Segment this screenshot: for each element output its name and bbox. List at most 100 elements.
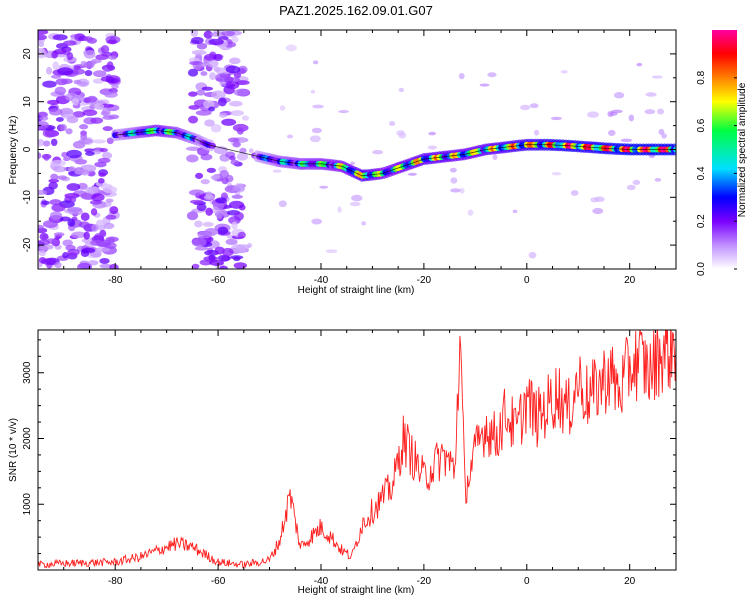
spectrogram-noise-cell bbox=[209, 259, 225, 266]
spectrogram-noise-cell bbox=[311, 127, 323, 134]
spectrogram-noise-cell bbox=[592, 207, 604, 215]
spectrogram-noise-cell bbox=[272, 169, 282, 173]
spectrogram-noise-cell bbox=[48, 181, 58, 190]
spectrogram-noise-cell bbox=[230, 244, 247, 254]
spectrogram-noise-cell bbox=[350, 161, 355, 165]
colorbar-gradient bbox=[712, 30, 737, 269]
spectrogram-noise-cell bbox=[191, 50, 207, 55]
spectrogram-noise-cell bbox=[467, 209, 474, 216]
spectrogram-noise-cell bbox=[99, 258, 110, 265]
spectrogram-noise-cell bbox=[38, 224, 44, 230]
spectrogram-noise-cell bbox=[49, 199, 62, 206]
spectrogram-noise-cell bbox=[66, 149, 82, 159]
spectrogram-noise-cell bbox=[108, 55, 117, 60]
spectrogram-noise-cell bbox=[59, 216, 71, 222]
spectrogram-noise-cell bbox=[66, 183, 81, 191]
spectrogram-noise-cell bbox=[636, 62, 643, 67]
spectrogram-noise-cell bbox=[42, 129, 56, 138]
spectrogram-noise-cell bbox=[38, 152, 42, 160]
spectrogram-noise-cell bbox=[87, 95, 98, 103]
spectrogram-noise-cell bbox=[204, 119, 215, 127]
spectrogram-noise-cell bbox=[97, 178, 105, 184]
snr-ytick-label: 2000 bbox=[22, 427, 33, 450]
spectrogram-xlabel: Height of straight line (km) bbox=[298, 285, 415, 296]
spectrogram-noise-cell bbox=[449, 167, 457, 173]
spectrogram-noise-cell bbox=[208, 38, 224, 46]
spectrogram-noise-cell bbox=[205, 191, 213, 199]
spectrogram-noise-cell bbox=[590, 197, 599, 203]
spectrogram-noise-cell bbox=[91, 139, 107, 144]
spectrogram-noise-cell bbox=[238, 204, 246, 211]
colorbar-tick-label: 0.8 bbox=[696, 70, 707, 84]
snr-xtick-label: 0 bbox=[524, 576, 530, 587]
spectrogram-noise-cell bbox=[529, 103, 539, 109]
spectrogram-noise-cell bbox=[100, 45, 110, 54]
spectrogram-noise-cell bbox=[194, 246, 209, 251]
spectrogram-noise-cell bbox=[38, 30, 49, 35]
spectrogram-noise-cell bbox=[211, 90, 226, 100]
spectrogram-noise-cell bbox=[278, 200, 287, 208]
spectrogram-noise-cell bbox=[233, 72, 242, 79]
spectrogram-noise-cell bbox=[450, 188, 462, 193]
spectrogram-xtick-label: 0 bbox=[524, 275, 530, 286]
spectrogram-noise-cell bbox=[85, 151, 95, 156]
spectrogram-noise-cell bbox=[79, 81, 88, 86]
spectrogram-noise-cell bbox=[570, 190, 579, 196]
spectrogram-noise-cell bbox=[225, 65, 241, 74]
spectrogram-noise-cell bbox=[229, 100, 243, 107]
spectrogram-noise-cell bbox=[661, 133, 667, 139]
spectrogram-noise-cell bbox=[200, 178, 210, 185]
snr-panel: -80 -60 -40 -20 0 20 1000 2000 3000 Height of s… bbox=[8, 329, 677, 596]
spectrogram-noise-cell bbox=[106, 61, 114, 71]
spectrogram-noise-cell bbox=[93, 70, 107, 78]
spectrogram-noise-cell bbox=[620, 138, 633, 143]
figure-title: PAZ1.2025.162.09.01.G07 bbox=[279, 3, 433, 18]
spectrogram-noise-cell bbox=[479, 83, 490, 87]
spectrogram-noise-cell bbox=[52, 61, 59, 70]
spectrogram-noise-cell bbox=[217, 226, 229, 235]
spectrogram-noise-cell bbox=[644, 109, 656, 115]
spectrogram-noise-cell bbox=[310, 89, 316, 94]
spectrogram-xtick-label: -40 bbox=[314, 275, 329, 286]
spectrogram-noise-cell bbox=[94, 247, 111, 253]
spectrogram-noise-cell bbox=[66, 206, 83, 213]
spectrogram-noise-cell bbox=[104, 91, 118, 98]
spectrogram-noise-cell bbox=[233, 256, 241, 262]
spectrogram-noise-cell bbox=[80, 212, 90, 222]
spectrogram-noise-cell bbox=[607, 110, 614, 118]
spectrogram-noise-cell bbox=[38, 120, 49, 130]
spectrogram-noise-cell bbox=[286, 134, 294, 139]
spectrogram-noise-cell bbox=[49, 211, 63, 220]
spectrogram-noise-cell bbox=[106, 137, 114, 145]
spectrogram-noise-cell bbox=[83, 61, 95, 69]
spectrogram-noise-cell bbox=[230, 159, 239, 165]
spectrogram-noise-cell bbox=[512, 209, 518, 214]
spectrogram-noise-cell bbox=[72, 111, 86, 118]
spectrogram-noise-cell bbox=[186, 154, 199, 163]
spectrogram-noise-cell bbox=[221, 177, 229, 185]
spectrogram-noise-cell bbox=[67, 218, 76, 227]
spectrogram-noise-cell bbox=[428, 131, 436, 136]
spectrogram-noise-cell bbox=[50, 173, 59, 181]
colorbar-tick-label: 0.6 bbox=[696, 118, 707, 132]
spectrogram-noise-cell bbox=[106, 39, 118, 45]
spectrogram-ytick-label: 10 bbox=[22, 96, 33, 108]
spectrogram-noise-cell bbox=[241, 115, 250, 121]
snr-xtick-label: -80 bbox=[108, 576, 123, 587]
spectrogram-noise-cell bbox=[205, 207, 213, 216]
spectrogram-noise-cell bbox=[85, 186, 99, 194]
spectrogram-noise-cell bbox=[218, 97, 227, 107]
spectrogram-noise-cell bbox=[39, 232, 49, 241]
spectrogram-noise-cell bbox=[61, 151, 68, 158]
spectrogram-noise-cell bbox=[42, 80, 57, 88]
snr-ytick-label: 3000 bbox=[22, 361, 33, 384]
spectrogram-noise-cell bbox=[93, 103, 105, 109]
spectrogram-noise-cell bbox=[105, 214, 117, 220]
spectrogram-ytick-label: -20 bbox=[22, 237, 33, 252]
spectrogram-noise-cell bbox=[208, 254, 216, 262]
spectrogram-noise-cell bbox=[51, 203, 66, 212]
spectrogram-noise-cell bbox=[219, 170, 229, 179]
spectrogram-noise-cell bbox=[210, 175, 221, 180]
spectrogram-noise-cell bbox=[195, 90, 206, 96]
